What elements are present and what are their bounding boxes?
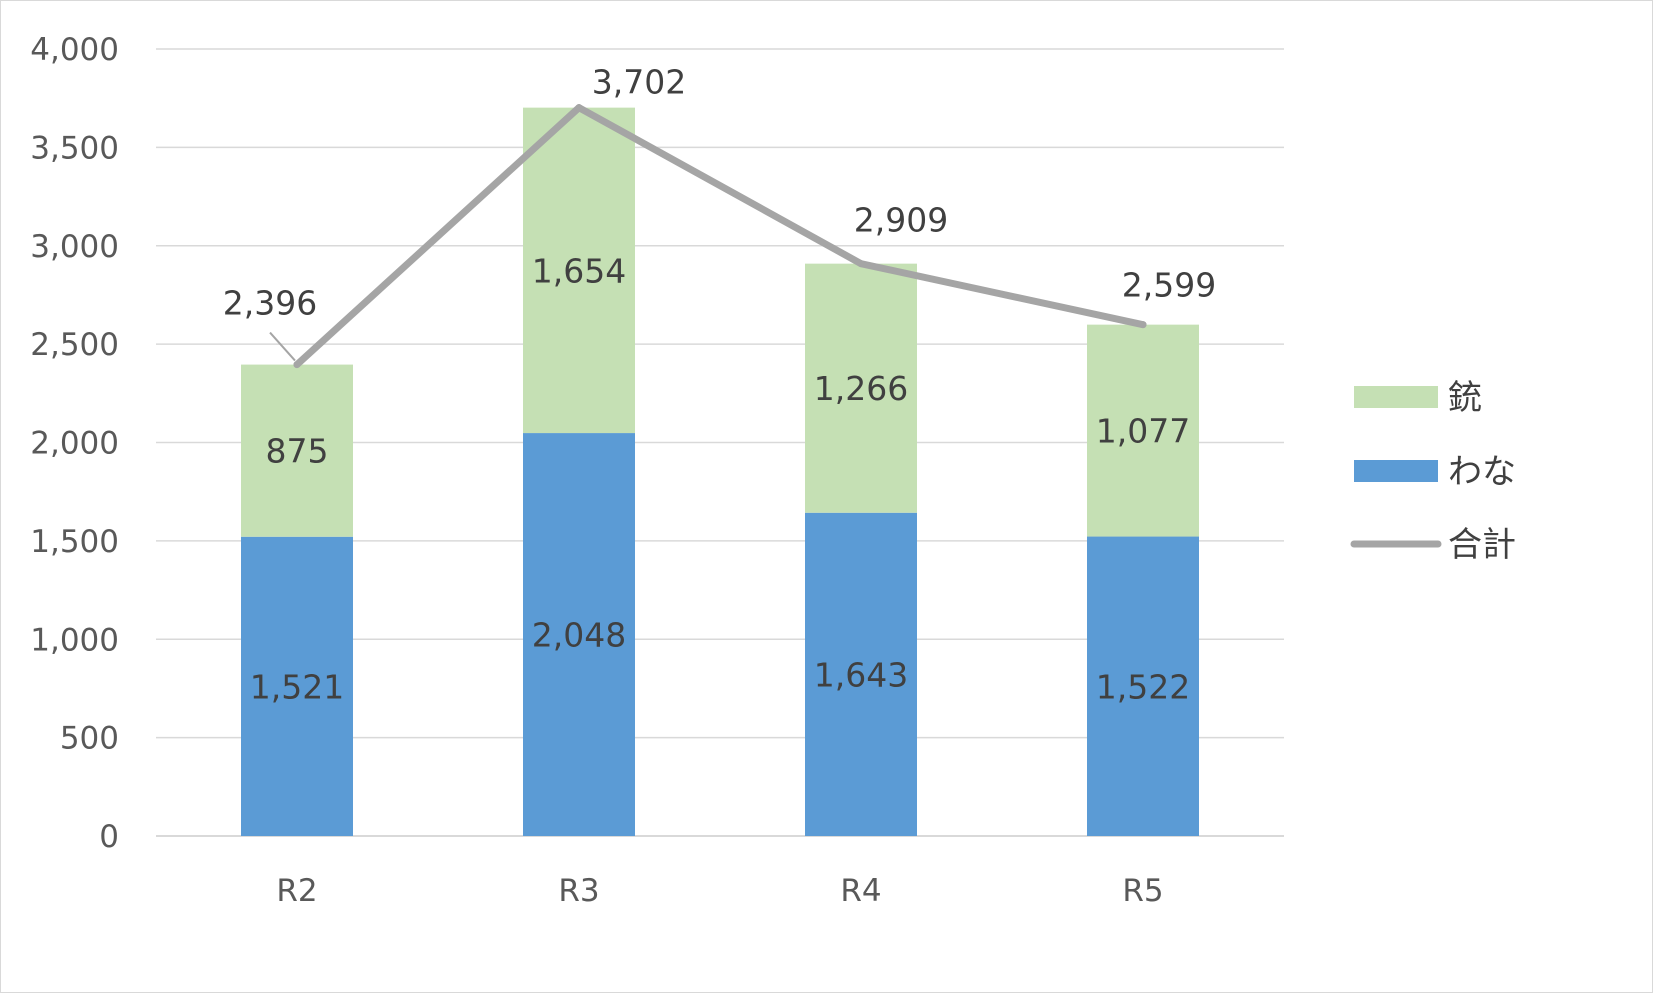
legend-label: 合計 (1448, 525, 1516, 565)
x-category-label: R3 (558, 873, 599, 909)
y-tick-label: 2,000 (30, 426, 119, 462)
total-point (293, 361, 301, 369)
y-tick-label: 0 (99, 819, 119, 855)
y-tick-label: 500 (60, 721, 119, 757)
bar-jyu-r3 (523, 107, 635, 434)
y-tick-label: 4,000 (30, 32, 119, 68)
total-point (1139, 321, 1147, 329)
line-data-labels: 2,396 3,702 2,909 2,599 (223, 63, 1216, 362)
y-tick-label: 3,500 (30, 130, 119, 166)
x-category-label: R4 (840, 873, 881, 909)
bar-label-jyu: 1,266 (814, 369, 908, 408)
legend-label: 銃 (1448, 378, 1482, 418)
y-tick-label: 1,500 (30, 524, 119, 560)
bar-label-jyu: 875 (266, 432, 329, 471)
total-line-path (293, 104, 1147, 369)
legend-swatch (1354, 386, 1438, 408)
bar-wana-r3 (523, 433, 635, 836)
bar-wana-r2 (241, 536, 353, 836)
y-tick-label: 1,000 (30, 622, 119, 658)
total-label: 2,599 (1122, 266, 1216, 305)
bar-jyu-r5 (1087, 324, 1199, 537)
x-category-label: R2 (276, 873, 317, 909)
y-tick-label: 3,000 (30, 229, 119, 265)
bar-label-wana: 1,521 (250, 667, 344, 706)
bar-jyu-r2 (241, 364, 353, 537)
y-tick-label: 2,500 (30, 327, 119, 363)
x-axis-categories: R2 R3 R4 R5 (276, 873, 1163, 909)
y-axis-ticks: 0 500 1,000 1,500 2,000 2,500 3,000 3,500 4,000 (30, 32, 119, 855)
bar-label-jyu: 1,077 (1096, 412, 1190, 451)
total-line (293, 104, 1147, 369)
total-label: 2,909 (854, 201, 948, 240)
bar-jyu-r4 (805, 263, 917, 513)
total-label: 2,396 (223, 284, 317, 323)
legend-label: わな (1448, 452, 1516, 492)
bar-label-jyu: 1,654 (532, 251, 626, 290)
total-point (575, 104, 583, 112)
total-point (857, 260, 865, 268)
x-category-label: R5 (1122, 873, 1163, 909)
bars (241, 107, 1199, 836)
bar-label-wana: 1,522 (1096, 667, 1190, 706)
bar-wana-r4 (805, 512, 917, 836)
bar-wana-r5 (1087, 536, 1199, 836)
bar-label-wana: 2,048 (532, 616, 626, 655)
total-label: 3,702 (592, 63, 686, 102)
label-leader-line (269, 331, 296, 362)
bar-label-wana: 1,643 (814, 655, 908, 694)
legend-swatch (1354, 460, 1438, 482)
bar-data-labels: 1,521 875 2,048 1,654 1,643 1,266 1,522 1,077 (250, 251, 1190, 706)
